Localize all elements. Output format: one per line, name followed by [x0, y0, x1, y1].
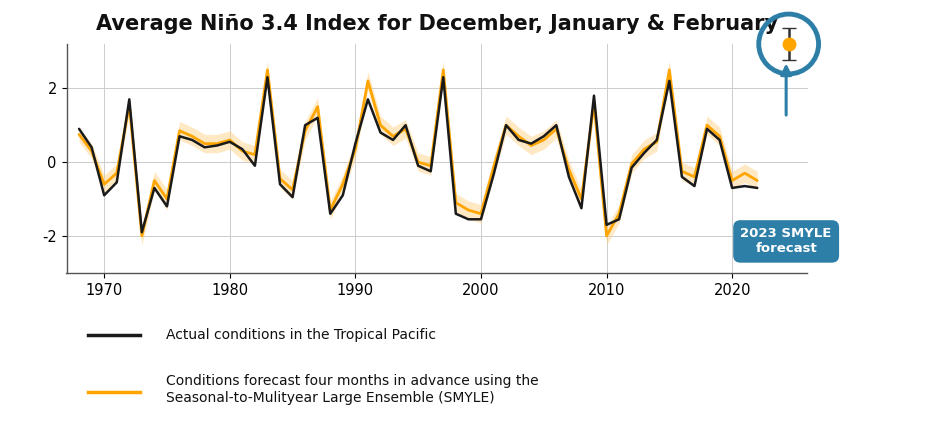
Text: 2023 SMYLE
forecast: 2023 SMYLE forecast: [740, 227, 832, 256]
Title: Average Niño 3.4 Index for December, January & February: Average Niño 3.4 Index for December, Jan…: [96, 14, 778, 34]
Text: Actual conditions in the Tropical Pacific: Actual conditions in the Tropical Pacifi…: [166, 328, 436, 342]
Text: Conditions forecast four months in advance using the
Seasonal-to-Mulityear Large: Conditions forecast four months in advan…: [166, 374, 539, 404]
